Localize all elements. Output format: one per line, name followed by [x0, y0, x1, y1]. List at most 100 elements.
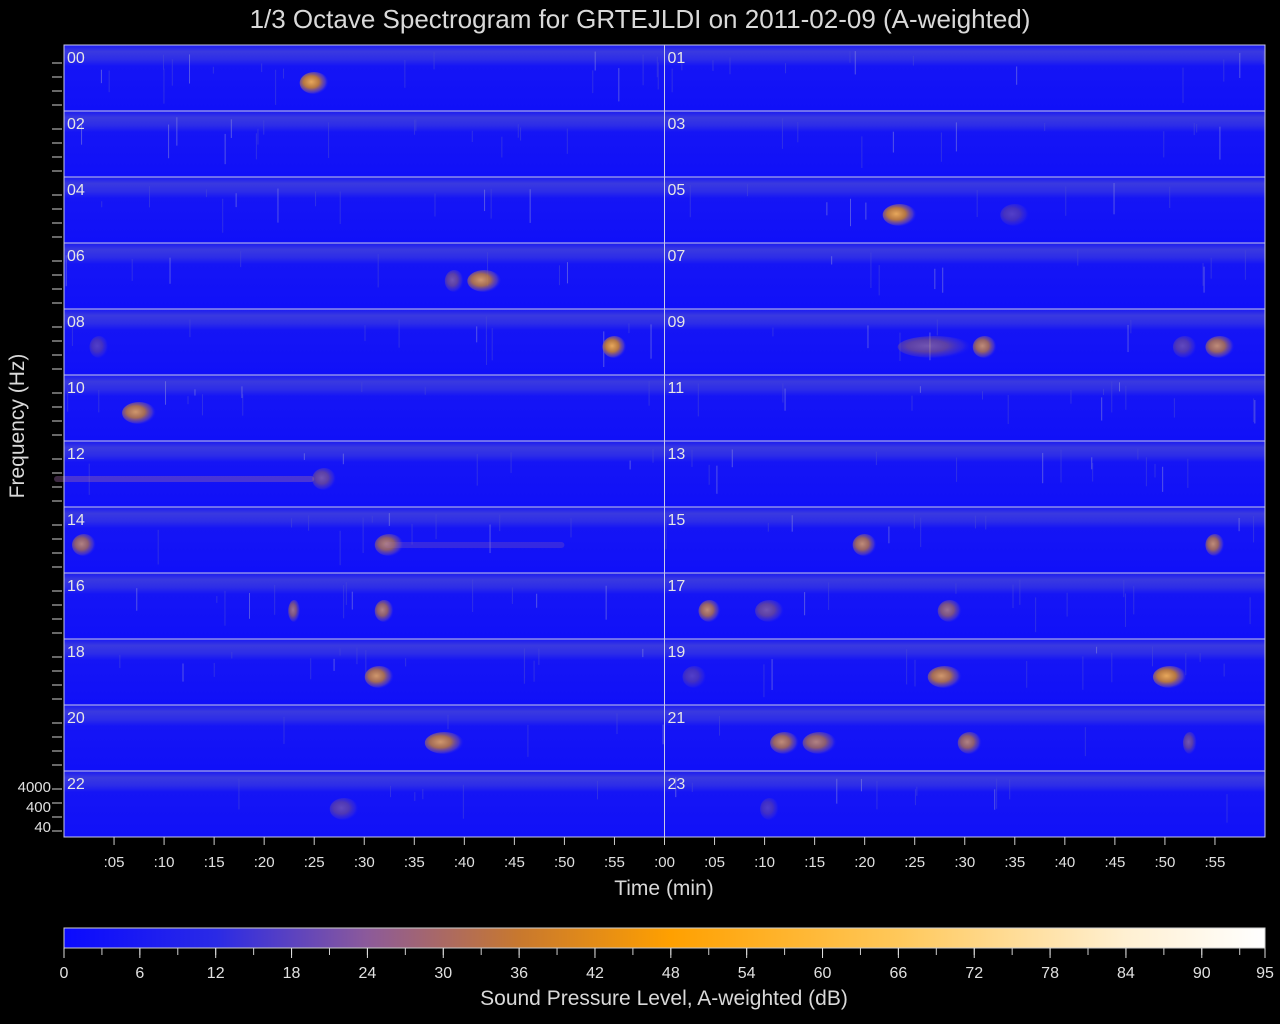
hour-label: 23 — [668, 776, 686, 793]
event-mark — [89, 336, 109, 358]
event-mark — [957, 732, 982, 754]
event-mark — [802, 732, 837, 754]
colorbar-tick-label: 30 — [434, 965, 452, 982]
colorbar-tick-label: 90 — [1193, 965, 1211, 982]
hour-label: 05 — [668, 182, 686, 199]
y-tick-label: 4000 — [18, 779, 51, 796]
plot-area: 00 01 02 03 04 05 06 07 08 09 10 11 12 13 14 15 16 17 18 19… — [53, 44, 1266, 838]
x-tick-label: :15 — [804, 854, 825, 871]
event-mark — [698, 600, 721, 622]
colorbar: 0 6 12 18 24 30 36 42 48 54 60 66 72 78 84 90 95 — [60, 927, 1274, 982]
colorbar-tick-label: 6 — [135, 965, 144, 982]
event-mark — [927, 666, 962, 688]
hour-label: 18 — [67, 644, 85, 661]
event-mark — [299, 72, 329, 94]
y-tick-label: 40 — [34, 819, 51, 836]
x-tick-label: :40 — [1054, 854, 1075, 871]
event-mark — [602, 336, 627, 358]
x-tick-label: :15 — [204, 854, 225, 871]
event-mark — [467, 270, 502, 292]
event-mark — [755, 600, 785, 622]
x-axis: :05 :10 :15 :20 :25 :30 :35 :40 :45 :50 :55 :00 :05:… — [104, 837, 1225, 871]
y-tick-label: 400 — [26, 799, 51, 816]
hour-label: 01 — [668, 50, 686, 67]
colorbar-tick-label: 60 — [814, 965, 832, 982]
hour-label: 20 — [67, 710, 85, 727]
hour-label: 03 — [668, 116, 686, 133]
x-tick-label: :10 — [754, 854, 775, 871]
x-tick-label: :05 — [704, 854, 725, 871]
x-tick-label: :35 — [1004, 854, 1025, 871]
event-mark — [760, 798, 780, 820]
x-tick-label: :00 — [654, 854, 675, 871]
event-mark — [882, 204, 917, 226]
hour-label: 15 — [668, 512, 686, 529]
event-mark — [1205, 336, 1235, 358]
hour-label: 19 — [668, 644, 686, 661]
hour-label: 11 — [668, 380, 685, 397]
event-mark — [852, 534, 877, 556]
hour-label: 21 — [668, 710, 686, 727]
x-tick-label: :30 — [354, 854, 375, 871]
x-tick-label: :20 — [854, 854, 875, 871]
colorbar-tick-label: 42 — [586, 965, 604, 982]
x-axis-label: Time (min) — [614, 877, 714, 900]
hour-label: 08 — [67, 314, 85, 331]
hour-label: 00 — [67, 50, 85, 67]
colorbar-tick-label: 24 — [359, 965, 377, 982]
events — [53, 72, 1235, 820]
event-mark — [364, 666, 394, 688]
colorbar-tick-label: 72 — [965, 965, 983, 982]
hour-label: 06 — [67, 248, 85, 265]
x-tick-label: :25 — [904, 854, 925, 871]
hour-label: 12 — [67, 446, 85, 463]
colorbar-tick-label: 0 — [60, 965, 69, 982]
x-tick-label: :50 — [554, 854, 575, 871]
hour-label: 16 — [67, 578, 85, 595]
hour-label: 17 — [668, 578, 686, 595]
event-mark — [1172, 336, 1197, 358]
event-mark — [1000, 204, 1030, 226]
event-mark — [770, 732, 800, 754]
x-tick-label: :45 — [504, 854, 525, 871]
hour-label: 22 — [67, 776, 85, 793]
event-mark — [424, 732, 464, 754]
colorbar-tick-label: 36 — [510, 965, 528, 982]
event-mark — [374, 600, 394, 622]
colorbar-tick-label: 18 — [283, 965, 301, 982]
event-mark — [288, 600, 301, 622]
x-tick-label: :10 — [154, 854, 175, 871]
x-tick-label: :30 — [954, 854, 975, 871]
x-tick-label: :40 — [454, 854, 475, 871]
event-mark — [972, 336, 997, 358]
event-mark — [53, 476, 315, 482]
x-tick-label: :55 — [604, 854, 625, 871]
hour-label: 10 — [67, 380, 85, 397]
x-tick-label: :05 — [104, 854, 125, 871]
event-mark — [937, 600, 962, 622]
colorbar-tick-label: 66 — [889, 965, 907, 982]
noise-streaks — [65, 51, 1264, 823]
hour-label: 04 — [67, 182, 85, 199]
colorbar-tick-label: 54 — [738, 965, 756, 982]
hour-label: 14 — [67, 512, 85, 529]
colorbar-label: Sound Pressure Level, A-weighted (dB) — [480, 987, 848, 1010]
event-mark — [1182, 732, 1197, 754]
event-mark — [374, 534, 404, 556]
event-mark — [1152, 666, 1187, 688]
x-tick-label: :35 — [404, 854, 425, 871]
x-tick-label: :50 — [1154, 854, 1175, 871]
event-mark — [329, 798, 359, 820]
x-tick-label: :20 — [254, 854, 275, 871]
colorbar-tick-label: 12 — [207, 965, 225, 982]
event-mark — [682, 666, 707, 688]
colorbar-tick-label: 84 — [1117, 965, 1135, 982]
event-mark — [444, 270, 464, 292]
hour-label: 13 — [668, 446, 686, 463]
y-axis-label: Frequency (Hz) — [6, 354, 29, 499]
hour-label: 09 — [668, 314, 686, 331]
x-tick-label: :25 — [304, 854, 325, 871]
x-tick-label: :45 — [1104, 854, 1125, 871]
event-mark — [72, 534, 97, 556]
